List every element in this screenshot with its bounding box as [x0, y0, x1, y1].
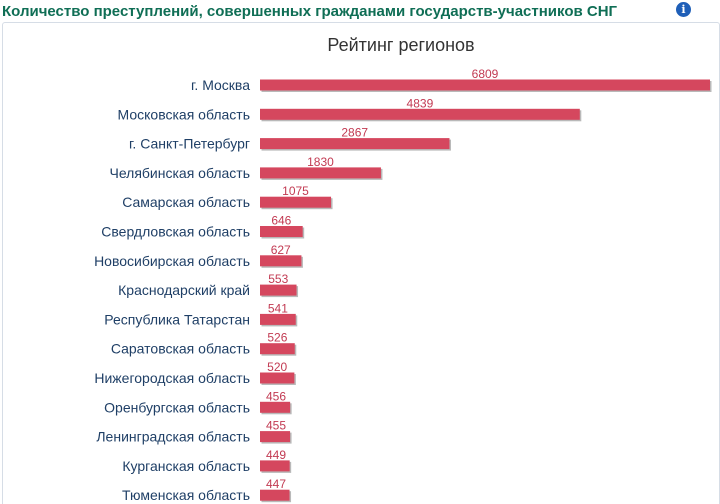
bar[interactable] [260, 167, 381, 179]
category-label: Оренбургская область [104, 399, 250, 415]
category-label: Самарская область [122, 194, 250, 210]
bar-group[interactable]: Московская область 4839 [118, 96, 582, 122]
bar-group[interactable]: Республика Татарстан 541 [104, 301, 298, 327]
value-label: 455 [266, 419, 286, 433]
widget-header: Количество преступлений, совершенных гра… [0, 0, 720, 24]
category-label: г. Санкт-Петербург [129, 136, 250, 152]
bar[interactable] [260, 255, 302, 267]
value-label: 646 [271, 214, 291, 228]
category-label: г. Москва [191, 77, 250, 93]
category-label: Нижегородская область [94, 370, 250, 386]
bar[interactable] [260, 431, 291, 443]
bar[interactable] [260, 372, 295, 384]
bar-group[interactable]: Саратовская область 526 [111, 331, 297, 357]
value-label: 526 [267, 331, 287, 345]
value-label: 4839 [407, 96, 434, 110]
widget-title: Количество преступлений, совершенных гра… [2, 3, 618, 20]
bar[interactable] [260, 460, 290, 472]
bar-group[interactable]: Челябинская область 1830 [110, 155, 383, 181]
bar[interactable] [260, 284, 297, 296]
category-label: Челябинская область [110, 165, 251, 181]
value-label: 627 [271, 243, 291, 257]
bar[interactable] [260, 489, 290, 501]
category-label: Московская область [118, 106, 250, 122]
bar[interactable] [260, 313, 296, 325]
bar-group[interactable]: Самарская область 1075 [122, 184, 333, 210]
bar[interactable] [260, 79, 710, 91]
chart-panel [2, 22, 720, 504]
category-label: Новосибирская область [94, 253, 250, 269]
chart-title: Рейтинг регионов [327, 35, 475, 55]
bar-group[interactable]: Курганская область 449 [122, 448, 292, 474]
bar-group[interactable]: г. Санкт-Петербург 2867 [129, 126, 451, 152]
bar-group[interactable]: Новосибирская область 627 [94, 243, 303, 269]
bar-group[interactable]: Краснодарский край 553 [118, 272, 299, 298]
value-label: 456 [266, 389, 286, 403]
value-label: 449 [266, 448, 286, 462]
bar-group[interactable]: Нижегородская область 520 [94, 360, 296, 386]
value-label: 6809 [472, 67, 499, 81]
bar-group[interactable]: Оренбургская область 456 [104, 389, 292, 415]
bar[interactable] [260, 401, 291, 413]
bar[interactable] [260, 108, 580, 120]
value-label: 2867 [341, 126, 368, 140]
bar-group[interactable]: Ленинградская область 455 [96, 419, 292, 445]
bar-group[interactable]: г. Москва 6809 [191, 67, 712, 93]
category-label: Курганская область [122, 458, 250, 474]
bar[interactable] [260, 196, 332, 208]
bar[interactable] [260, 343, 295, 355]
bar[interactable] [260, 226, 303, 237]
value-label: 553 [268, 272, 288, 286]
value-label: 1075 [282, 184, 309, 198]
value-label: 447 [266, 477, 286, 491]
value-label: 541 [268, 301, 288, 315]
category-label: Свердловская область [101, 224, 250, 240]
category-label: Тюменская область [122, 487, 250, 503]
value-label: 520 [267, 360, 287, 374]
category-label: Ленинградская область [96, 429, 250, 445]
category-label: Саратовская область [111, 341, 250, 357]
bar-group[interactable]: Тюменская область 447 [122, 477, 292, 503]
info-icon[interactable]: i [676, 2, 691, 17]
bar[interactable] [260, 138, 450, 150]
category-label: Краснодарский край [118, 282, 250, 298]
value-label: 1830 [307, 155, 334, 169]
bar-group[interactable]: Свердловская область 646 [101, 214, 305, 240]
category-label: Республика Татарстан [104, 311, 250, 327]
